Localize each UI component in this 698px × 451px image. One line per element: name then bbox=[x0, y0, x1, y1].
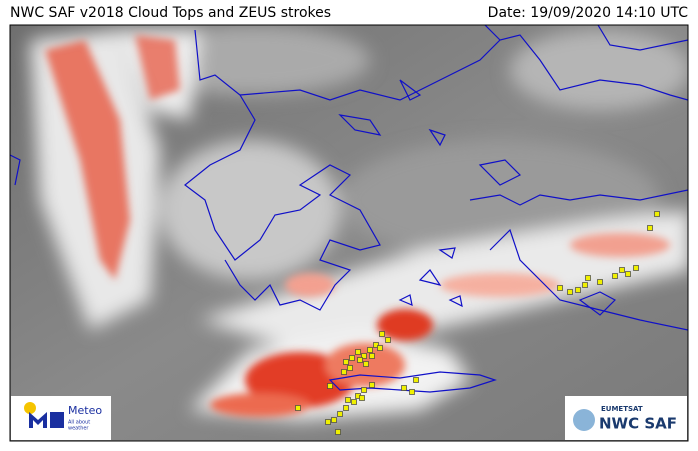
stroke-marker bbox=[361, 387, 367, 393]
stroke-marker bbox=[567, 289, 573, 295]
stroke-marker bbox=[325, 419, 331, 425]
stroke-marker bbox=[654, 211, 660, 217]
stroke-marker bbox=[363, 361, 369, 367]
title: NWC SAF v2018 Cloud Tops and ZEUS stroke… bbox=[10, 5, 331, 21]
map-frame bbox=[9, 24, 689, 442]
stroke-marker bbox=[359, 395, 365, 401]
stroke-marker bbox=[597, 279, 603, 285]
eumetsat-label: EUMETSAT bbox=[601, 405, 643, 413]
stroke-marker bbox=[357, 357, 363, 363]
stroke-marker bbox=[612, 273, 618, 279]
stroke-marker bbox=[369, 353, 375, 359]
stroke-marker bbox=[327, 383, 333, 389]
coastlines bbox=[10, 25, 688, 393]
stroke-marker bbox=[335, 429, 341, 435]
meteo-name: Meteo bbox=[68, 404, 102, 417]
stroke-marker bbox=[633, 265, 639, 271]
stroke-marker bbox=[625, 271, 631, 277]
stroke-marker bbox=[401, 385, 407, 391]
date: Date: 19/09/2020 14:10 UTC bbox=[488, 5, 689, 21]
stroke-marker bbox=[355, 349, 361, 355]
nwcsaf-logo: EUMETSAT NWC SAF bbox=[565, 396, 687, 440]
stroke-marker bbox=[557, 285, 563, 291]
stroke-marker bbox=[295, 405, 301, 411]
nwcsaf-label: NWC SAF bbox=[599, 415, 677, 433]
stroke-marker bbox=[647, 225, 653, 231]
stroke-marker bbox=[582, 282, 588, 288]
meteo-tagline: All about bbox=[68, 420, 90, 426]
stroke-marker bbox=[347, 365, 353, 371]
stroke-marker bbox=[345, 397, 351, 403]
stroke-marker bbox=[585, 275, 591, 281]
stroke-marker bbox=[349, 355, 355, 361]
satellite-image bbox=[10, 25, 688, 441]
stroke-marker bbox=[385, 337, 391, 343]
stroke-marker bbox=[575, 287, 581, 293]
stroke-marker bbox=[343, 405, 349, 411]
stroke-marker bbox=[413, 377, 419, 383]
stroke-marker bbox=[369, 382, 375, 388]
stroke-marker bbox=[337, 411, 343, 417]
stroke-marker bbox=[341, 369, 347, 375]
stroke-marker bbox=[361, 353, 367, 359]
stroke-marker bbox=[367, 347, 373, 353]
stroke-marker bbox=[379, 331, 385, 337]
stroke-marker bbox=[373, 342, 379, 348]
stroke-marker bbox=[351, 399, 357, 405]
stroke-marker bbox=[331, 417, 337, 423]
meteo-tagline: weather bbox=[68, 426, 89, 432]
lightning-strokes bbox=[295, 211, 660, 435]
stroke-marker bbox=[619, 267, 625, 273]
stroke-marker bbox=[343, 359, 349, 365]
stroke-marker bbox=[409, 389, 415, 395]
stroke-marker bbox=[377, 345, 383, 351]
meteo-logo: Meteo All about weather bbox=[11, 396, 111, 440]
